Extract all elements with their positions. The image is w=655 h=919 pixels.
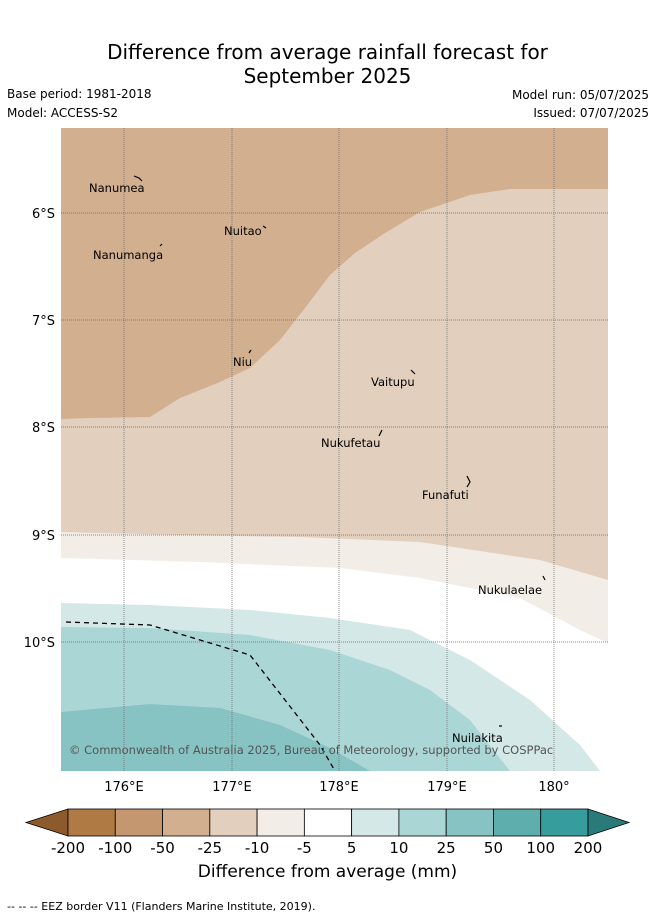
place-nukulaelae: Nukulaelae <box>478 583 542 597</box>
colorbar-tick-label: -100 <box>98 839 132 857</box>
colorbar-segment <box>256 808 305 837</box>
wet-band-25-50 <box>61 704 370 771</box>
colorbar-tick-label: 10 <box>389 839 408 857</box>
colorbar-tick-label: 25 <box>437 839 456 857</box>
colorbar-segment <box>303 808 353 837</box>
island-mark-nukulaelae <box>542 575 546 581</box>
colorbar-tick-label: 200 <box>574 839 603 857</box>
lon-label-179e: 179°E <box>427 780 467 795</box>
colorbar-extend-low <box>24 808 69 837</box>
dry-band-25-50 <box>61 128 608 419</box>
colorbar-tick-label: 100 <box>526 839 555 857</box>
island-mark-niu <box>248 349 252 354</box>
lon-label-177e: 177°E <box>212 780 252 795</box>
colorbar-segment <box>351 808 400 837</box>
colorbar-tick-label: 50 <box>484 839 503 857</box>
place-niu: Niu <box>233 355 252 369</box>
island-mark-nanumanga <box>159 243 163 247</box>
lat-label-10s: 10°S <box>24 636 55 651</box>
eez-footnote: -- -- -- EEZ border V11 (Flanders Marine… <box>7 900 316 913</box>
lon-label-180: 180° <box>538 780 569 795</box>
place-nuitao: Nuitao <box>224 224 262 238</box>
island-mark-funafuti <box>466 475 471 488</box>
copyright-notice: © Commonwealth of Australia 2025, Bureau… <box>69 743 553 757</box>
colorbar-segment <box>209 808 258 837</box>
island-mark-nanumea <box>133 175 143 182</box>
base-period: Base period: 1981-2018 <box>7 87 152 101</box>
title-line-1: Difference from average rainfall forecas… <box>107 40 548 64</box>
colorbar-segment <box>445 808 494 837</box>
place-nanumea: Nanumea <box>89 181 145 195</box>
place-vaitupu: Vaitupu <box>371 375 415 389</box>
model-run: Model run: 05/07/2025 <box>511 88 649 102</box>
map-title: Difference from average rainfall forecas… <box>0 40 655 88</box>
colorbar-segment <box>114 808 163 837</box>
place-nanumanga: Nanumanga <box>93 248 163 262</box>
colorbar-segment <box>67 808 116 837</box>
colorbar-tick-label: -10 <box>245 839 270 857</box>
island-mark-vaitupu <box>410 369 416 375</box>
colorbar-segment <box>398 808 447 837</box>
colorbar-segment <box>540 808 589 837</box>
colorbar-tick-label: -50 <box>150 839 175 857</box>
lat-label-6s: 6°S <box>32 207 55 222</box>
colorbar: -200 -100 -50 -25 -10 -5 5 10 25 50 100 200 <box>24 808 631 857</box>
lat-label-9s: 9°S <box>32 529 55 544</box>
colorbar-segment <box>162 808 211 837</box>
colorbar-extend-high <box>587 808 631 837</box>
island-marks <box>133 175 546 727</box>
eez-border <box>65 621 336 771</box>
lon-label-176e: 176°E <box>104 780 144 795</box>
colorbar-tick-label: -25 <box>198 839 223 857</box>
place-nuilakita: Nuilakita <box>452 731 503 745</box>
rainfall-map-area: Nanumea Nuitao Nanumanga Niu Vaitupu Nuk… <box>61 128 608 771</box>
colorbar-tick-label: 5 <box>347 839 357 857</box>
place-nukufetau: Nukufetau <box>321 436 380 450</box>
issued-date: Issued: 07/07/2025 <box>533 106 649 120</box>
place-funafuti: Funafuti <box>422 488 469 502</box>
island-mark-nuitao <box>262 225 267 229</box>
title-line-2: September 2025 <box>243 64 412 88</box>
island-mark-nukufetau <box>378 429 383 437</box>
colorbar-tick-label: -200 <box>51 839 85 857</box>
colorbar-label: Difference from average (mm) <box>197 862 458 882</box>
lat-label-8s: 8°S <box>32 421 55 436</box>
lat-label-7s: 7°S <box>32 314 55 329</box>
colorbar-tick-label: -5 <box>297 839 312 857</box>
colorbar-segment <box>493 808 542 837</box>
lon-label-178e: 178°E <box>319 780 359 795</box>
model-name: Model: ACCESS-S2 <box>7 106 119 120</box>
